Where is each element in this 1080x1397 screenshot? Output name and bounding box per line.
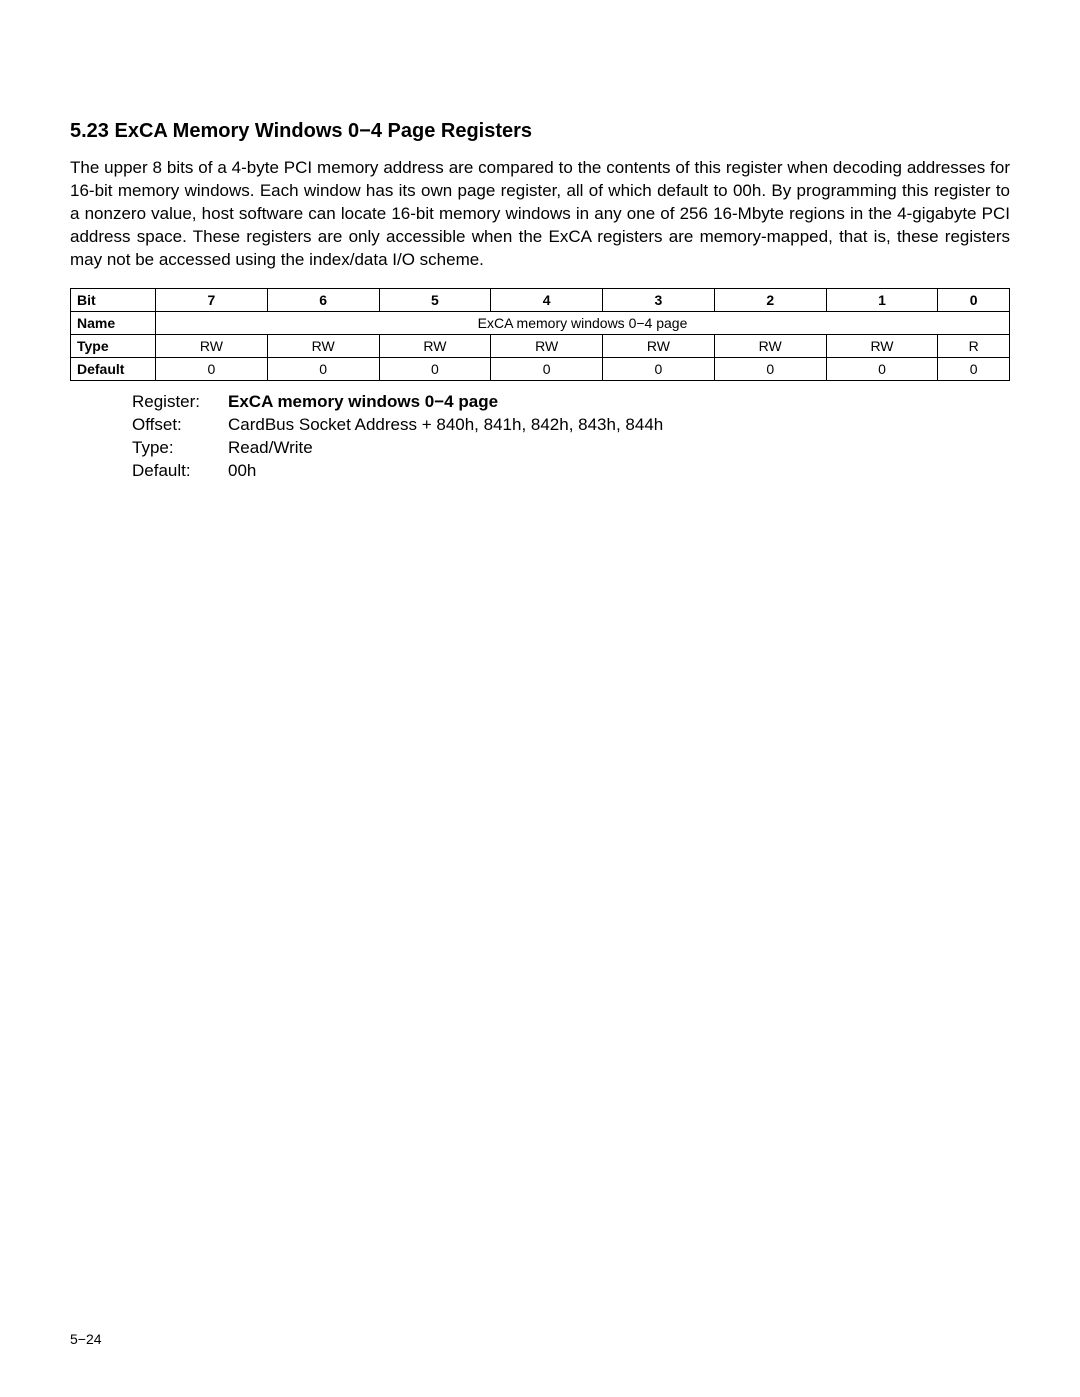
default-cell: 0 bbox=[267, 357, 379, 380]
table-row-default: Default 0 0 0 0 0 0 0 0 bbox=[71, 357, 1010, 380]
default-cell: 0 bbox=[603, 357, 715, 380]
info-key: Offset: bbox=[132, 414, 228, 437]
info-key: Type: bbox=[132, 437, 228, 460]
type-cell: RW bbox=[491, 334, 603, 357]
info-row-type: Type: Read/Write bbox=[132, 437, 1010, 460]
bit-cell: 5 bbox=[379, 288, 491, 311]
register-info: Register: ExCA memory windows 0−4 page O… bbox=[132, 391, 1010, 483]
register-table: Bit 7 6 5 4 3 2 1 0 Name ExCA memory win… bbox=[70, 288, 1010, 381]
row-label: Bit bbox=[71, 288, 156, 311]
table-row-bit: Bit 7 6 5 4 3 2 1 0 bbox=[71, 288, 1010, 311]
info-row-offset: Offset: CardBus Socket Address + 840h, 8… bbox=[132, 414, 1010, 437]
type-cell: RW bbox=[826, 334, 938, 357]
info-row-register: Register: ExCA memory windows 0−4 page bbox=[132, 391, 1010, 414]
type-cell: RW bbox=[714, 334, 826, 357]
table-row-name: Name ExCA memory windows 0−4 page bbox=[71, 311, 1010, 334]
info-val: CardBus Socket Address + 840h, 841h, 842… bbox=[228, 414, 1010, 437]
info-row-default: Default: 00h bbox=[132, 460, 1010, 483]
default-cell: 0 bbox=[714, 357, 826, 380]
type-cell: R bbox=[938, 334, 1010, 357]
bit-cell: 4 bbox=[491, 288, 603, 311]
bit-cell: 0 bbox=[938, 288, 1010, 311]
bit-cell: 2 bbox=[714, 288, 826, 311]
default-cell: 0 bbox=[938, 357, 1010, 380]
type-cell: RW bbox=[267, 334, 379, 357]
bit-cell: 6 bbox=[267, 288, 379, 311]
type-cell: RW bbox=[603, 334, 715, 357]
table-row-type: Type RW RW RW RW RW RW RW R bbox=[71, 334, 1010, 357]
bit-cell: 7 bbox=[156, 288, 268, 311]
name-cell: ExCA memory windows 0−4 page bbox=[156, 311, 1010, 334]
type-cell: RW bbox=[156, 334, 268, 357]
row-label: Type bbox=[71, 334, 156, 357]
page: 5.23 ExCA Memory Windows 0−4 Page Regist… bbox=[0, 0, 1080, 1397]
default-cell: 0 bbox=[156, 357, 268, 380]
bit-cell: 1 bbox=[826, 288, 938, 311]
bit-cell: 3 bbox=[603, 288, 715, 311]
type-cell: RW bbox=[379, 334, 491, 357]
default-cell: 0 bbox=[491, 357, 603, 380]
body-paragraph: The upper 8 bits of a 4-byte PCI memory … bbox=[70, 157, 1010, 272]
section-title-text: ExCA Memory Windows 0−4 Page Registers bbox=[115, 120, 533, 142]
row-label: Default bbox=[71, 357, 156, 380]
page-number: 5−24 bbox=[70, 1331, 102, 1347]
info-key: Default: bbox=[132, 460, 228, 483]
section-heading: 5.23 ExCA Memory Windows 0−4 Page Regist… bbox=[70, 120, 1010, 143]
default-cell: 0 bbox=[826, 357, 938, 380]
info-val: Read/Write bbox=[228, 437, 1010, 460]
row-label: Name bbox=[71, 311, 156, 334]
info-val: ExCA memory windows 0−4 page bbox=[228, 391, 1010, 414]
section-number: 5.23 bbox=[70, 120, 109, 142]
info-val: 00h bbox=[228, 460, 1010, 483]
info-key: Register: bbox=[132, 391, 228, 414]
default-cell: 0 bbox=[379, 357, 491, 380]
